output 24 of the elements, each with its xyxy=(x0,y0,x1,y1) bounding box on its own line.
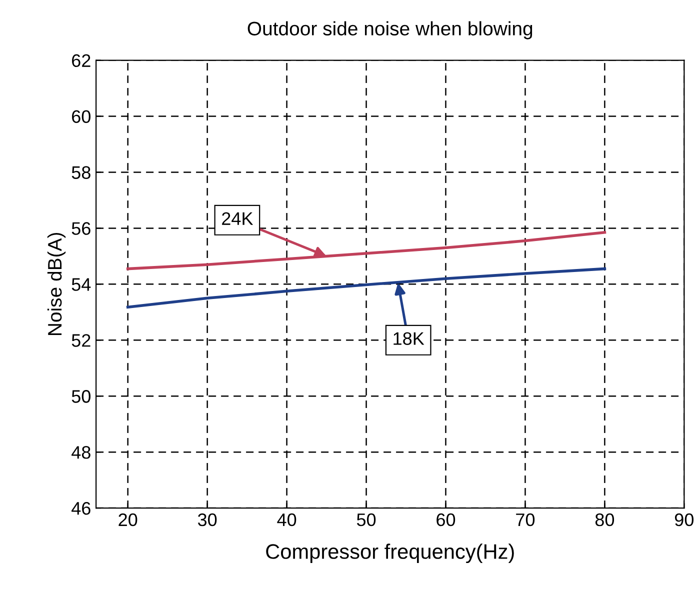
y-tick-label: 60 xyxy=(72,110,90,123)
x-axis-title: Compressor frequency(Hz) xyxy=(266,544,514,564)
annotation: 18K xyxy=(394,332,424,345)
y-tick-label: 54 xyxy=(72,278,91,291)
x-tick-label: 50 xyxy=(356,513,376,526)
y-tick-label: 58 xyxy=(72,166,90,179)
line-series xyxy=(126,231,606,270)
y-tick-label: 56 xyxy=(72,222,90,235)
x-tick-label: 70 xyxy=(516,513,535,526)
x-tick-label: 90 xyxy=(674,513,694,526)
y-axis-title: Noise dB(A) xyxy=(47,232,66,335)
x-tick-label: 40 xyxy=(277,513,296,526)
y-tick-label: 50 xyxy=(72,390,90,403)
x-tick-label: 20 xyxy=(118,513,138,526)
line-series xyxy=(126,267,606,309)
annotation: 24K xyxy=(222,212,254,225)
y-tick-label: 48 xyxy=(72,446,90,459)
x-tick-label: 80 xyxy=(595,513,614,526)
x-tick-label: 30 xyxy=(198,513,217,526)
y-tick-label: 46 xyxy=(72,502,90,515)
y-tick-label: 52 xyxy=(72,334,90,347)
chart-title: Outdoor side noise when blowing xyxy=(248,21,532,40)
y-tick-label: 62 xyxy=(72,54,90,68)
x-tick-label: 60 xyxy=(436,513,456,526)
